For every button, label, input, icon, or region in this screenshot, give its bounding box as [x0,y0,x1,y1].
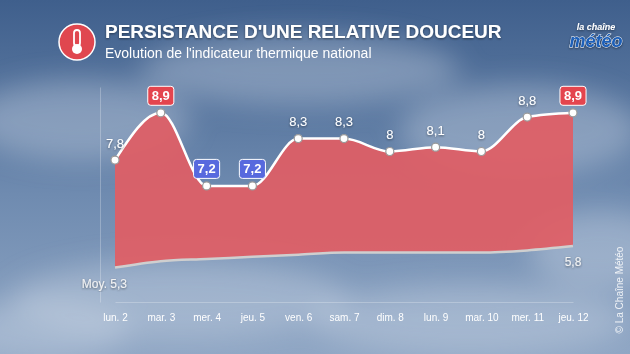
data-label: 8,8 [518,93,536,108]
data-label-box [239,159,265,178]
data-label-text: 8,3 [289,114,307,129]
x-tick-label: lun. 9 [424,312,449,323]
data-label-text: 8,9 [152,88,170,103]
data-label: 7,2 [194,159,220,178]
y-axis-line [100,88,101,303]
x-tick: jeu. 12 [557,302,588,323]
data-label-text: 7,2 [243,161,261,176]
logo: la chaînemétéo [569,22,622,51]
x-axis-line [116,302,574,303]
x-tick-label: mer. 11 [511,312,544,323]
x-tick: sam. 7 [329,302,359,323]
data-label: 8 [386,127,393,142]
icon-circle [59,24,95,60]
point [477,148,485,156]
x-tick: dim. 8 [377,302,405,323]
line [115,246,573,268]
data-label-box [194,159,220,178]
data-label: 8,1 [427,123,445,138]
line [115,113,573,186]
point [203,182,211,190]
thermometer-icon [59,24,95,60]
point [294,135,302,143]
x-tick-label: mar. 3 [147,312,175,323]
area [115,113,573,268]
x-tick: mer. 11 [511,302,544,323]
data-label-text: 7,8 [106,136,124,151]
y-axis [100,88,101,303]
data-label-text: Moy. 5,3 [82,277,127,291]
x-tick-label: jeu. 12 [557,312,588,323]
title: PERSISTANCE D'UNE RELATIVE DOUCEUR [105,21,502,42]
x-tick: jeu. 5 [240,302,266,323]
background [0,0,630,354]
data-label-text: 5,8 [565,255,582,269]
data-label: 8,3 [335,114,353,129]
data-label-text: 8,8 [518,93,536,108]
icon-bulb [72,44,82,54]
copyright: © La Chaîne Météo [614,246,625,333]
point [111,156,119,164]
data-label-text: 8,1 [427,123,445,138]
point [523,113,531,121]
x-tick: mar. 10 [465,302,499,323]
x-tick-label: sam. 7 [329,312,359,323]
icon-stem [74,30,80,46]
point [340,135,348,143]
x-axis: lun. 2 mar. 3 mer. 4 jeu. 5 ven. 6 sam. 7 dim.… [103,302,589,323]
data-label-box [560,86,586,105]
point [248,182,256,190]
data-label-text: 8 [386,127,393,142]
x-tick: mar. 3 [147,302,175,323]
x-tick-label: mar. 10 [465,312,499,323]
x-tick: ven. 6 [285,302,313,323]
x-tick: lun. 2 [103,302,128,323]
chart: PERSISTANCE D'UNE RELATIVE DOUCEUR Evolut… [0,0,630,354]
data-label: 8,9 [148,86,174,105]
cloud [0,300,130,354]
x-tick-label: mer. 4 [193,312,221,323]
data-label: 7,8 [106,136,124,151]
x-tick-label: dim. 8 [377,312,405,323]
x-tick-label: lun. 2 [103,312,128,323]
point [386,148,394,156]
logo-part: météo [569,31,622,51]
data-labels: 7,8 8,9 7,2 7,2 8,3 8,3 8 8,1 8 8,8 8,9 Moy. 5,3 5,8 [82,86,586,290]
cloud [310,285,630,354]
data-label: 8 [478,127,485,142]
data-label: 8,9 [560,86,586,105]
clouds [0,35,630,354]
x-tick: lun. 9 [424,302,449,323]
point [432,143,440,151]
data-label: 8,3 [289,114,307,129]
plot-area [111,109,577,268]
x-tick-label: ven. 6 [285,312,313,323]
data-label: 7,2 [239,159,265,178]
data-label-text: 8 [478,127,485,142]
point [157,109,165,117]
data-label-text: 7,2 [198,161,216,176]
subtitle: Evolution de l'indicateur thermique nati… [105,45,372,61]
data-label-box [148,86,174,105]
point [569,109,577,117]
data-label-text: 8,3 [335,114,353,129]
x-tick-label: jeu. 5 [240,312,266,323]
data-label-text: 8,9 [564,88,582,103]
x-tick: mer. 4 [193,302,221,323]
